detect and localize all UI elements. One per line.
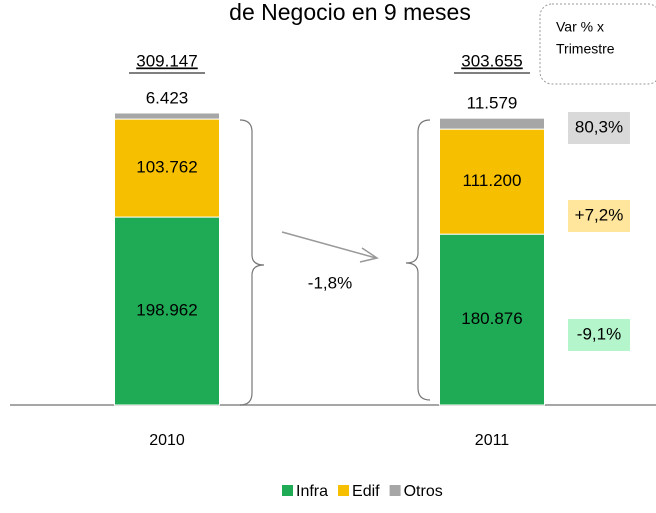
total-label: 309.147	[136, 51, 197, 70]
bracket	[239, 119, 265, 406]
legend-label: Infra	[296, 483, 328, 500]
value-label: 180.876	[461, 309, 522, 328]
change-box	[568, 319, 630, 351]
bar-segment	[439, 128, 545, 235]
chart-title: de Negocio en 9 meses	[229, 0, 471, 25]
value-label: 11.579	[467, 94, 518, 113]
legend-swatch	[338, 485, 350, 496]
bracket	[405, 119, 431, 401]
bar-segment	[439, 117, 545, 130]
var-box-line: Var % x	[556, 19, 604, 35]
value-label: 6.423	[146, 88, 189, 107]
arrow-head	[359, 247, 379, 263]
legend-label: Otros	[404, 483, 443, 500]
change-box	[568, 112, 630, 144]
change-label: -9,1%	[577, 324, 621, 343]
legend-swatch	[389, 485, 401, 496]
bar-segment	[114, 112, 220, 120]
change-box	[568, 200, 630, 232]
arrow	[281, 231, 377, 259]
total-change: -1,8%	[308, 273, 352, 292]
var-box	[539, 3, 656, 85]
value-label: 111.200	[463, 171, 522, 190]
change-label: +7,2%	[575, 205, 624, 224]
legend-swatch	[282, 485, 293, 496]
total-label: 303.655	[461, 51, 522, 70]
change-label: 80,3%	[575, 117, 623, 136]
bar-segment	[114, 216, 220, 406]
value-label: 103.762	[136, 158, 197, 177]
var-box-line: Trimestre	[556, 41, 615, 57]
legend-label: Edif	[352, 483, 380, 500]
x-tick-label: 2011	[475, 432, 510, 449]
value-label: 198.962	[136, 301, 197, 320]
x-tick-label: 2010	[149, 432, 185, 449]
bar-segment	[439, 233, 545, 406]
